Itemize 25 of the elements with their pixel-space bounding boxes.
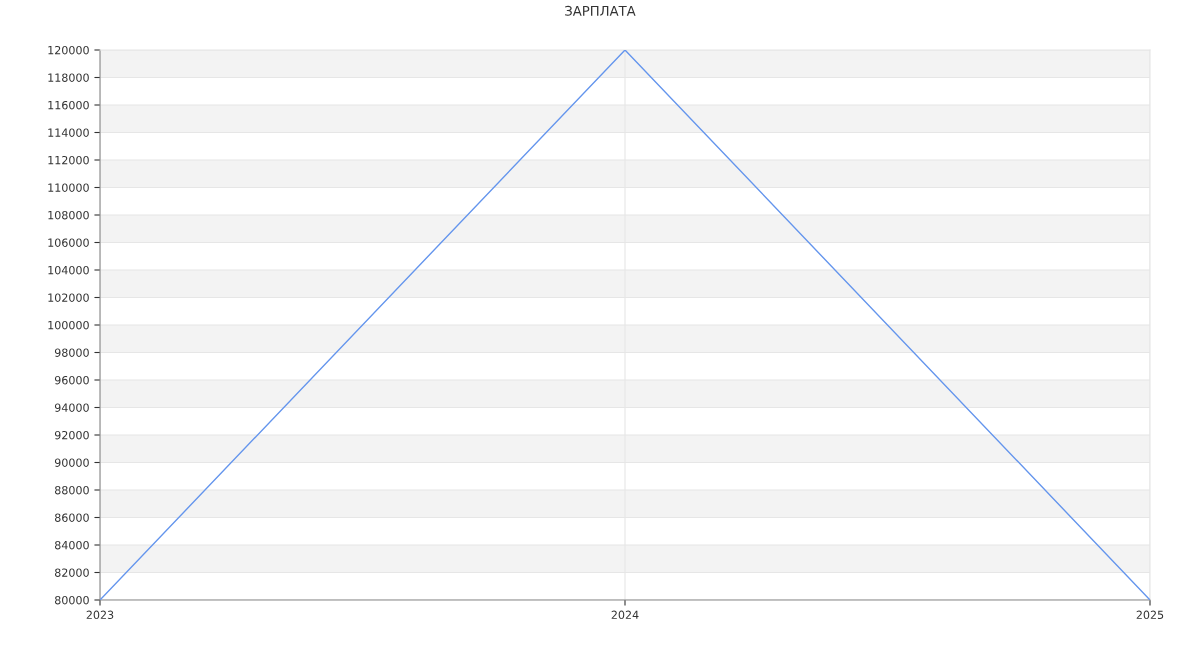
y-tick-label: 106000 xyxy=(48,238,89,247)
y-tick-label: 94000 xyxy=(54,403,89,412)
x-tick-label: 2025 xyxy=(1136,610,1164,620)
y-tick-label: 84000 xyxy=(54,540,89,550)
y-tick-label: 92000 xyxy=(54,430,89,440)
y-tick-label: 88000 xyxy=(54,485,89,495)
y-tick-label: 96000 xyxy=(54,375,89,385)
y-tick-label: 108000 xyxy=(48,210,89,220)
y-tick-label: 118000 xyxy=(48,73,89,82)
y-tick-label: 120000 xyxy=(48,45,89,55)
y-tick-label: 114000 xyxy=(48,128,89,137)
x-tick-label: 2024 xyxy=(611,610,639,620)
y-tick-label: 90000 xyxy=(54,458,89,467)
y-tick-label: 102000 xyxy=(48,293,89,302)
y-tick-label: 116000 xyxy=(48,100,89,110)
chart-title: ЗАРПЛАТА xyxy=(565,5,636,16)
y-tick-label: 80000 xyxy=(54,595,89,605)
y-tick-label: 82000 xyxy=(54,568,89,577)
x-tick-label: 2023 xyxy=(86,610,114,620)
y-tick-label: 110000 xyxy=(48,183,89,192)
y-tick-label: 112000 xyxy=(48,155,89,165)
y-tick-label: 98000 xyxy=(54,348,89,357)
y-tick-label: 104000 xyxy=(48,265,89,275)
y-tick-label: 86000 xyxy=(54,513,89,522)
y-tick-label: 100000 xyxy=(48,320,89,330)
